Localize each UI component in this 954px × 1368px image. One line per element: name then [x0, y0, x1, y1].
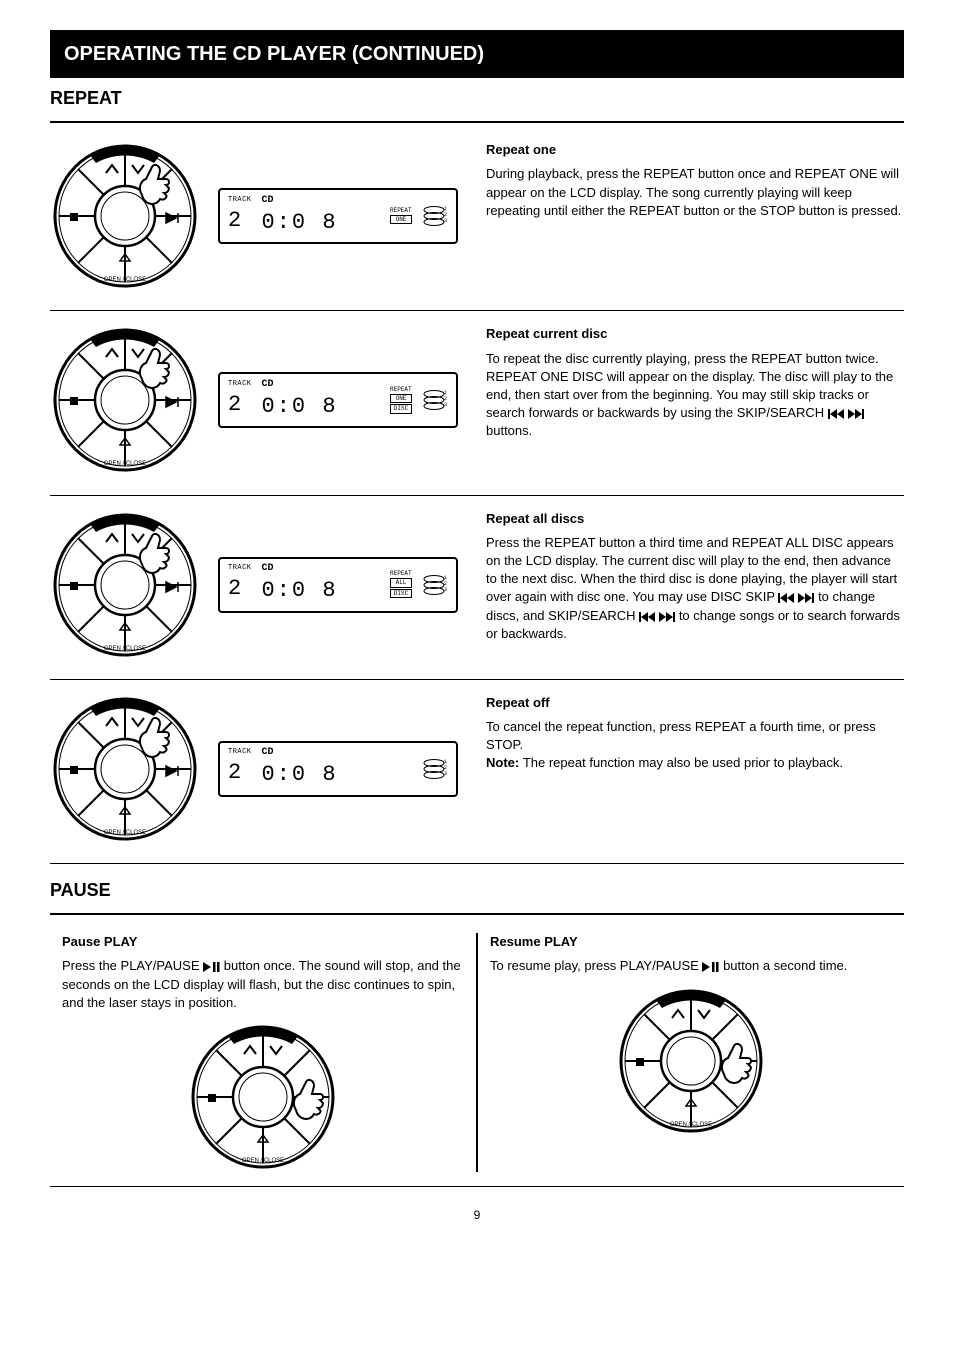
pause-section-title: PAUSE: [50, 878, 904, 903]
step-heading: Repeat all discs: [486, 510, 904, 528]
pause-right-body: To resume play, press PLAY/PAUSE button …: [490, 957, 892, 975]
divider: [50, 913, 904, 915]
page-number: 9: [50, 1207, 904, 1224]
pause-right-heading: Resume PLAY: [490, 933, 892, 951]
pause-columns: Pause PLAY Press the PLAY/PAUSE button o…: [50, 933, 904, 1172]
dial-icon: [50, 694, 200, 844]
step-heading: Repeat one: [486, 141, 904, 159]
step-heading: Repeat off: [486, 694, 904, 712]
discs-icon: [422, 388, 448, 412]
lcd-display: TRACK 2 CD 0:0 8 REPEAT ONE: [218, 188, 458, 244]
dial-icon: [188, 1022, 338, 1172]
repeat-indicator: REPEAT ONE: [390, 207, 412, 225]
pause-left-col: Pause PLAY Press the PLAY/PAUSE button o…: [50, 933, 476, 1172]
dial-icon: [50, 325, 200, 475]
play-pause-icon: [203, 962, 220, 972]
time-value: 0:0 8: [262, 208, 338, 239]
discs-icon: [422, 757, 448, 781]
pause-left-heading: Pause PLAY: [62, 933, 464, 951]
divider: [50, 310, 904, 311]
page-header: OPERATING THE CD PLAYER (CONTINUED): [50, 30, 904, 78]
header-title: OPERATING THE CD PLAYER (CONTINUED): [64, 43, 484, 65]
divider: [50, 495, 904, 496]
step-body: To repeat the disc currently playing, pr…: [486, 350, 904, 441]
play-pause-icon: [702, 962, 719, 972]
dial-icon: [616, 986, 766, 1136]
repeat-indicator: REPEAT ALL DISC: [390, 570, 412, 599]
lcd-display: TRACK 2 CD 0:0 8: [218, 741, 458, 797]
repeat-one-row: TRACK 2 CD 0:0 8 REPEAT ONE Repeat one D…: [50, 141, 904, 296]
repeat-all-row: TRACK 2 CD 0:0 8 REPEAT ALL DISC Repeat …: [50, 510, 904, 665]
disc-skip-icon: [778, 593, 814, 603]
discs-icon: [422, 204, 448, 228]
step-heading: Repeat current disc: [486, 325, 904, 343]
lcd-display: TRACK 2 CD 0:0 8 REPEAT ONE DISC: [218, 372, 458, 428]
divider: [50, 121, 904, 123]
dial-icon: [50, 141, 200, 291]
divider: [50, 1186, 904, 1187]
cd-label: CD: [262, 194, 338, 208]
skip-search-icon: [639, 612, 675, 622]
pause-right-col: Resume PLAY To resume play, press PLAY/P…: [476, 933, 904, 1172]
step-body: To cancel the repeat function, press REP…: [486, 718, 904, 754]
note-body: The repeat function may also be used pri…: [523, 755, 843, 770]
repeat-disc-row: TRACK 2 CD 0:0 8 REPEAT ONE DISC Repeat …: [50, 325, 904, 480]
step-body: Press the REPEAT button a third time and…: [486, 534, 904, 643]
pause-left-body: Press the PLAY/PAUSE button once. The so…: [62, 957, 464, 1012]
divider: [50, 679, 904, 680]
lcd-display: TRACK 2 CD 0:0 8 REPEAT ALL DISC: [218, 557, 458, 613]
track-label: TRACK: [228, 196, 252, 206]
step-body: During playback, press the REPEAT button…: [486, 165, 904, 220]
discs-icon: [422, 573, 448, 597]
note: Note: The repeat function may also be us…: [486, 754, 904, 772]
dial-icon: [50, 510, 200, 660]
track-number: 2: [228, 206, 252, 237]
note-title: Note:: [486, 755, 523, 770]
skip-search-icon: [828, 409, 864, 419]
repeat-section-title: REPEAT: [50, 86, 904, 111]
repeat-one-flag: ONE: [390, 215, 412, 224]
repeat-indicator: REPEAT ONE DISC: [390, 386, 412, 415]
repeat-off-row: TRACK 2 CD 0:0 8 Repeat off To cancel th…: [50, 694, 904, 849]
divider: [50, 863, 904, 864]
